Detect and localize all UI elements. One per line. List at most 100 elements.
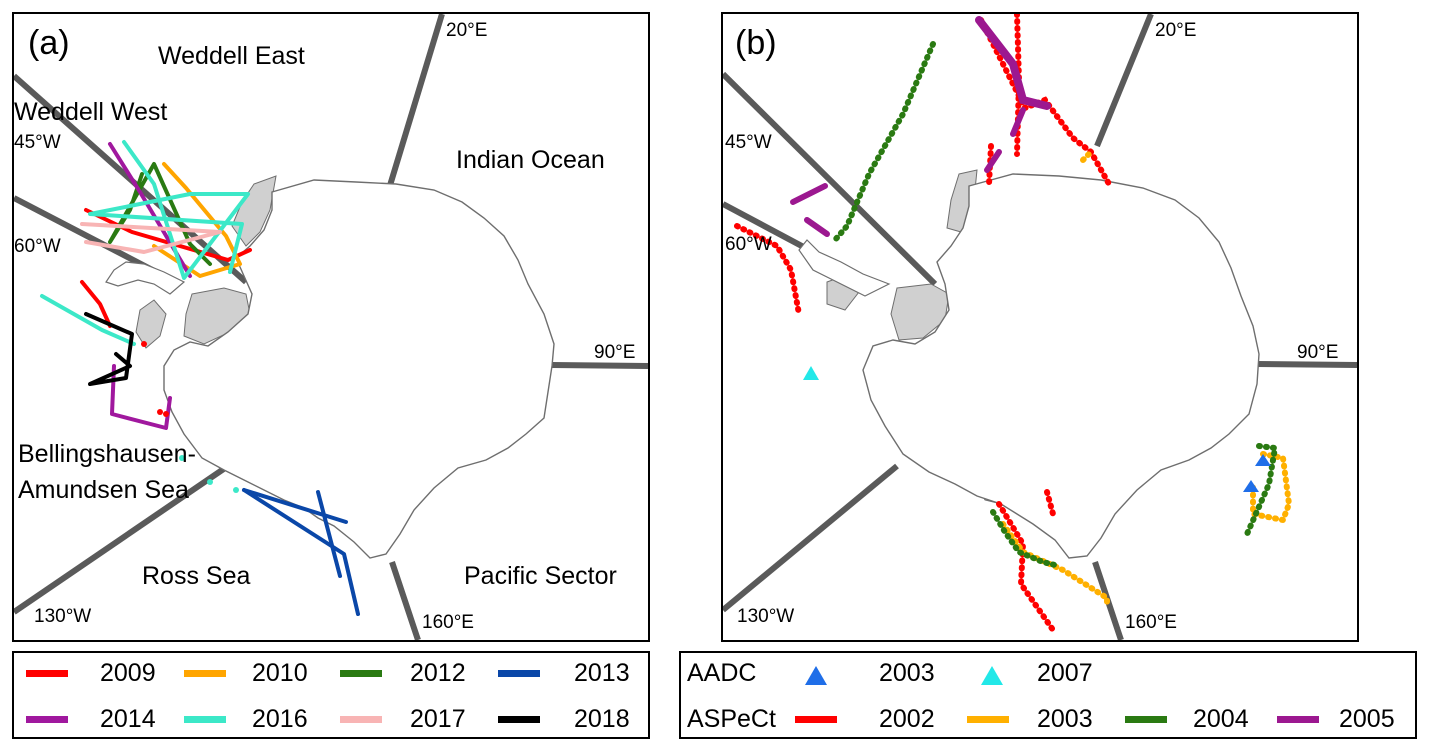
legend-swatch-2009 (26, 670, 68, 677)
meridian-label-45w: 45°W (725, 132, 772, 153)
legend-group-aadc: AADC (687, 659, 757, 687)
sector-line-20e (385, 14, 445, 193)
track-2017-a (80, 222, 222, 254)
sector-line-130w (723, 463, 899, 613)
track-2009-b (80, 280, 112, 328)
meridian-label-20e: 20°E (1155, 20, 1197, 41)
track-2004-b (990, 509, 1062, 569)
meridian-label-60w: 60°W (14, 236, 61, 257)
legend-label-2009: 2009 (100, 659, 156, 687)
legend-swatch-aspect-2005 (1277, 716, 1319, 723)
legend-swatch-2010 (184, 670, 226, 677)
map-a-canvas (14, 14, 648, 640)
station-dot (179, 455, 185, 461)
track-2002-f (1044, 489, 1056, 517)
meridian-label-90e: 90°E (1297, 342, 1339, 363)
track-2003-b (1250, 451, 1293, 524)
ice-shelf-ronne (890, 283, 950, 341)
legend-triangle-aadc-2003 (805, 666, 827, 685)
meridian-label-90e: 90°E (594, 342, 636, 363)
track-2010-a (152, 162, 242, 278)
sector-line-20e (1094, 14, 1154, 148)
track-2005-c (790, 183, 828, 205)
track-2002-c (734, 223, 802, 317)
antarctic-peninsula (798, 239, 891, 297)
track-2016-a (88, 140, 250, 280)
legend-label-aspect-2002: 2002 (879, 705, 935, 733)
aadc-2003-marker (1243, 480, 1259, 492)
meridian-label-20e: 20°E (446, 20, 488, 41)
meridian-label-60w: 60°W (725, 234, 772, 255)
station-dot (207, 479, 213, 485)
legend-label-aadc-2007: 2007 (1037, 659, 1093, 687)
track-2003-a (1000, 521, 1110, 607)
ice-shelf-peninsula (135, 299, 167, 349)
legend-label-2016: 2016 (252, 705, 308, 733)
track-2004-a (832, 41, 936, 243)
legend-label-2010: 2010 (252, 659, 308, 687)
legend-label-aspect-2005: 2005 (1339, 705, 1395, 733)
region-weddell-west: Weddell West (14, 98, 168, 126)
legend-swatch-aspect-2003 (967, 716, 1009, 723)
legend-label-aspect-2003: 2003 (1037, 705, 1093, 733)
track-2003-c (1080, 151, 1092, 163)
legend-swatch-aspect-2002 (795, 716, 837, 723)
legend-swatch-2013 (498, 670, 540, 677)
track-2013-a (242, 488, 360, 616)
track-2005-d (804, 217, 830, 237)
map-panel-b: (b) 20°E 45°W 60°W 90°E 130°W 160°E (721, 12, 1359, 642)
track-2014-b (110, 364, 172, 430)
region-ross-sea: Ross Sea (142, 562, 251, 590)
track-2009-a (84, 208, 252, 262)
sector-line-90e (551, 362, 648, 369)
meridian-label-45w: 45°W (14, 132, 61, 153)
station-dot (141, 341, 147, 347)
track-2005-e (984, 149, 1002, 173)
map-b-canvas (723, 14, 1357, 640)
sector-line-45w (723, 71, 938, 287)
legend-label-aadc-2003: 2003 (879, 659, 935, 687)
legend-swatch-2012 (340, 670, 382, 677)
legend-triangle-aadc-2007 (981, 666, 1003, 685)
track-2002-e (996, 501, 1056, 633)
legend-label-2013: 2013 (574, 659, 630, 687)
legend-panel-a: 2009 2010 2012 2013 2014 2016 2017 2018 (12, 651, 650, 739)
legend-swatch-2016 (184, 716, 226, 723)
map-panel-a: (a) Weddell East Weddell West Indian Oce… (12, 12, 650, 642)
station-dot (157, 409, 163, 415)
meridian-label-130w: 130°W (737, 606, 795, 627)
legend-swatch-aspect-2004 (1125, 716, 1167, 723)
antarctic-continent (163, 179, 555, 559)
track-2018-a (84, 312, 134, 386)
sector-line-90e (1256, 361, 1357, 368)
legend-swatch-2018 (498, 716, 540, 723)
track-2005-b (1010, 107, 1026, 137)
antarctic-continent (862, 173, 1260, 559)
region-indian-ocean: Indian Ocean (456, 146, 605, 174)
legend-label-2014: 2014 (100, 705, 156, 733)
legend-swatch-2014 (26, 716, 68, 723)
legend-panel-b: AADC 2003 2007 ASPeCt 2002 2003 2004 200… (679, 651, 1417, 739)
sector-line-160e (389, 561, 421, 640)
region-weddell-east: Weddell East (158, 42, 305, 70)
region-pacific-sector: Pacific Sector (464, 562, 617, 590)
track-2013-c (316, 490, 342, 578)
track-2004-c (1244, 443, 1279, 537)
aadc-2007-marker (803, 366, 819, 380)
track-2016-b (40, 294, 136, 346)
legend-label-2012: 2012 (410, 659, 466, 687)
legend-swatch-2017 (340, 716, 382, 723)
region-bellingshausen-line2: Amundsen Sea (18, 476, 189, 504)
legend-label-2017: 2017 (410, 705, 466, 733)
track-2005-a (975, 16, 1051, 110)
station-dot (163, 411, 169, 417)
station-dot (233, 487, 239, 493)
region-bellingshausen-line1: Bellingshausen- (18, 440, 196, 468)
aadc-2003-marker (1255, 454, 1271, 466)
meridian-label-130w: 130°W (34, 606, 92, 627)
panel-letter-a: (a) (28, 24, 70, 62)
legend-group-aspect: ASPeCt (687, 705, 776, 733)
track-2013-b (242, 488, 348, 524)
legend-label-2018: 2018 (574, 705, 630, 733)
meridian-label-160e: 160°E (1125, 612, 1177, 633)
